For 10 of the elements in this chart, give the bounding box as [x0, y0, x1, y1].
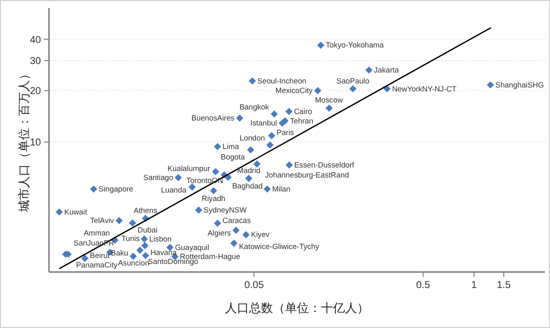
x-tick-label: 1.5: [496, 280, 512, 291]
y-tick-label: 30: [30, 56, 42, 68]
x-tick-label: 0.05: [244, 280, 264, 291]
x-tick-label: 0.5: [416, 280, 431, 291]
y-tick-label: 20: [30, 86, 42, 98]
y-tick-label: 40: [30, 34, 42, 46]
y-tick-label: 10: [30, 137, 42, 148]
y-axis-title: 城市人口（单位：百万人）: [17, 68, 31, 213]
x-tick-label: 1: [471, 280, 478, 291]
x-axis-title: 人口总数（单位：十亿人）: [225, 301, 369, 315]
